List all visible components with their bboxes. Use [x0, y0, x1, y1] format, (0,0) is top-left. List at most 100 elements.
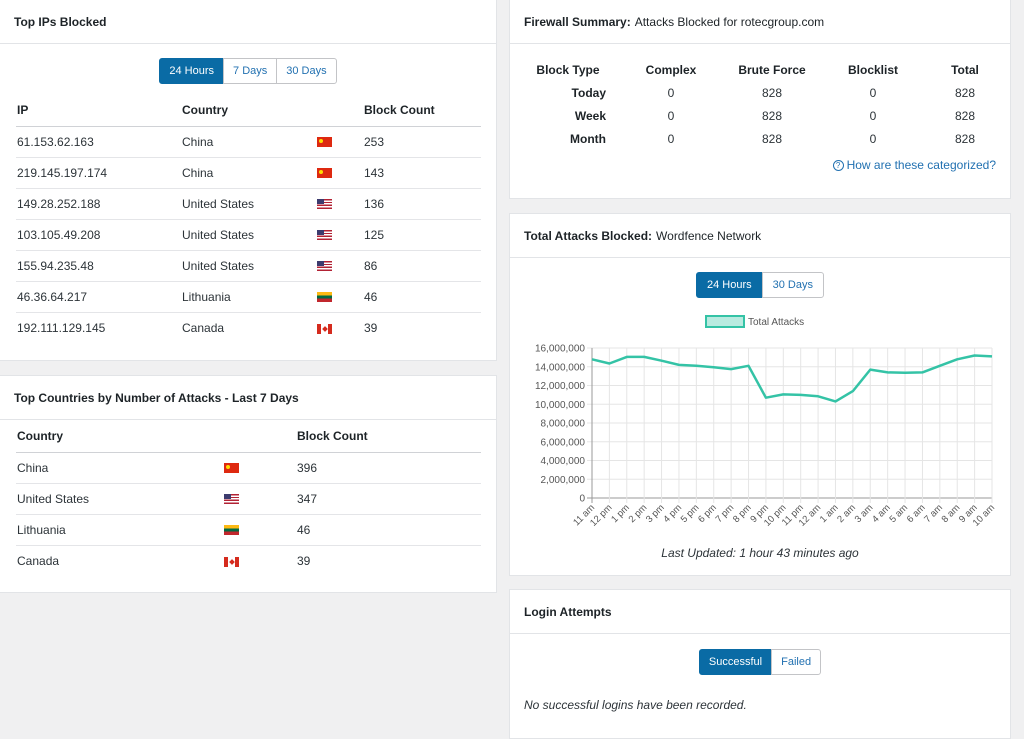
top-ips-rows: 61.153.62.163 China 253 219.145.197.174 Chin… [16, 126, 481, 343]
x-tick-label: 3 pm [644, 502, 667, 525]
top-ips-header: Top IPs Blocked [0, 0, 496, 44]
column-header-total: Total [951, 62, 979, 77]
row-label: Today [571, 85, 606, 100]
tab-30-days[interactable]: 30 Days [276, 58, 337, 84]
tab-30-days[interactable]: 30 Days [761, 272, 824, 298]
complex-cell: 0 [667, 108, 675, 123]
blocklist-cell: 0 [869, 85, 877, 100]
y-tick-label: 4,000,000 [541, 456, 586, 467]
login-attempts-title: Login Attempts [524, 604, 612, 619]
flag-ca-icon [224, 556, 239, 567]
block-count-cell: 125 [363, 219, 481, 251]
block-count-cell: 46 [296, 514, 481, 546]
firewall-summary-table: Block Type Complex Brute Force Blocklist… [524, 58, 998, 150]
table-row: 103.105.49.208 United States 125 [16, 219, 481, 251]
block-count-cell: 39 [364, 320, 378, 335]
table-row: 219.145.197.174 China 143 [16, 157, 481, 189]
ip-cell: 155.94.235.48 [16, 250, 181, 282]
firewall-summary-header: Firewall Summary: Attacks Blocked for ro… [510, 0, 1010, 44]
column-header-country: Country [181, 94, 316, 127]
total-attacks-header: Total Attacks Blocked: Wordfence Network [510, 214, 1010, 258]
legend-swatch [705, 315, 745, 328]
flag-cn-icon [317, 168, 332, 179]
country-cell: China [16, 452, 223, 484]
block-count-cell: 396 [296, 452, 481, 484]
x-tick-label: 5 am [887, 502, 910, 525]
country-cell: United States [181, 250, 316, 282]
table-header-row: Country Block Count [16, 420, 481, 453]
flag-ca-icon [317, 323, 332, 334]
table-row: 192.111.129.145 Canada 39 [16, 312, 481, 343]
country-cell: United States [181, 188, 316, 220]
top-ips-table: IP Country Block Count 61.153.62.163 Chin… [16, 94, 481, 343]
top-countries-card: Top Countries by Number of Attacks - Las… [0, 375, 497, 593]
tab-7-days[interactable]: 7 Days [223, 58, 278, 84]
table-row: China 396 [16, 452, 481, 484]
firewall-summary-card: Firewall Summary: Attacks Blocked for ro… [509, 0, 1011, 199]
last-updated-text: Last Updated: 1 hour 43 minutes ago [661, 546, 859, 560]
x-tick-label: 6 am [905, 502, 928, 525]
block-count-cell: 136 [363, 188, 481, 220]
block-count-cell: 46 [363, 281, 481, 313]
table-row: 61.153.62.163 China 253 [16, 126, 481, 158]
y-tick-label: 0 [579, 494, 585, 505]
login-empty-state: No successful logins have been recorded. [524, 698, 747, 712]
series-line-total-attacks [591, 354, 993, 403]
how-categorized-link[interactable]: ? How are these categorized? [832, 158, 996, 172]
tab-successful[interactable]: Successful [698, 649, 773, 675]
tab-failed[interactable]: Failed [771, 649, 822, 675]
top-countries-table: Country Block Count China 396 United State… [16, 420, 481, 576]
tab-24-hours[interactable]: 24 Hours [696, 272, 763, 298]
x-tick-label: 8 am [940, 502, 963, 525]
total-attacks-card: Total Attacks Blocked: Wordfence Network… [509, 213, 1011, 576]
login-attempts-tabs: Successful Failed [510, 649, 1010, 675]
x-tick-label: 2 pm [627, 502, 650, 525]
x-tick-label: 3 am [853, 502, 876, 525]
ip-cell: 192.111.129.145 [17, 320, 106, 335]
flag-cn-icon [317, 137, 332, 148]
total-cell: 828 [954, 108, 976, 123]
brute-force-cell: 828 [761, 108, 783, 123]
brute-force-cell: 828 [761, 85, 783, 100]
table-row: Canada 39 [16, 545, 481, 576]
table-header-row: Block Type Complex Brute Force Blocklist… [524, 58, 998, 81]
x-tick-label: 2 am [835, 502, 858, 525]
country-cell: Canada [182, 320, 225, 335]
column-header-complex: Complex [645, 62, 697, 77]
blocklist-cell: 0 [869, 131, 877, 146]
table-header-row: IP Country Block Count [16, 94, 481, 127]
x-tick-label: 6 pm [696, 502, 719, 525]
ip-cell: 61.153.62.163 [16, 126, 181, 158]
x-tick-label: 4 am [870, 502, 893, 525]
table-row: 46.36.64.217 Lithuania 46 [16, 281, 481, 313]
x-tick-label: 1 am [818, 502, 841, 525]
column-header-block-count: Block Count [296, 420, 481, 453]
block-count-cell: 253 [363, 126, 481, 158]
column-header-blocklist: Blocklist [847, 62, 898, 77]
flag-us-icon [317, 261, 332, 272]
table-row: Today 0 828 0 828 [524, 81, 998, 104]
total-cell: 828 [954, 131, 976, 146]
total-attacks-subtitle: Wordfence Network [656, 228, 762, 243]
ip-cell: 46.36.64.217 [16, 281, 181, 313]
tab-24-hours[interactable]: 24 Hours [159, 58, 225, 84]
y-tick-label: 16,000,000 [535, 344, 585, 355]
table-row: United States 347 [16, 483, 481, 515]
y-tick-label: 6,000,000 [541, 437, 586, 448]
block-count-cell: 143 [363, 157, 481, 189]
y-tick-label: 14,000,000 [535, 362, 585, 373]
flag-us-icon [317, 230, 332, 241]
y-tick-label: 10,000,000 [535, 400, 585, 411]
x-tick-label: 5 pm [679, 502, 702, 525]
country-cell: China [181, 126, 316, 158]
how-categorized-label: How are these categorized? [846, 158, 996, 172]
total-attacks-title: Total Attacks Blocked: [524, 228, 653, 243]
y-tick-label: 12,000,000 [535, 381, 585, 392]
block-count-cell: 347 [296, 483, 481, 515]
column-header-block-count: Block Count [363, 94, 481, 127]
y-tick-label: 2,000,000 [541, 475, 586, 486]
total-cell: 828 [954, 85, 976, 100]
country-cell: Lithuania [16, 514, 223, 546]
top-countries-title: Top Countries by Number of Attacks - Las… [14, 390, 299, 405]
table-row: 155.94.235.48 United States 86 [16, 250, 481, 282]
